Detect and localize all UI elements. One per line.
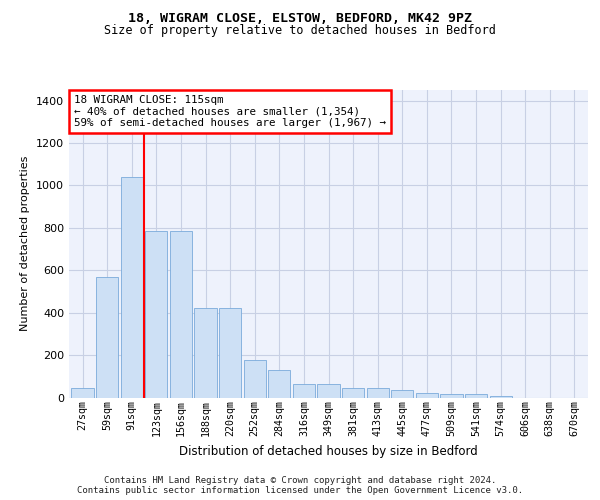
Bar bbox=[465, 394, 487, 398]
Y-axis label: Number of detached properties: Number of detached properties bbox=[20, 156, 31, 332]
Bar bbox=[416, 393, 438, 398]
Text: 18, WIGRAM CLOSE, ELSTOW, BEDFORD, MK42 9PZ: 18, WIGRAM CLOSE, ELSTOW, BEDFORD, MK42 … bbox=[128, 12, 472, 26]
Bar bbox=[145, 231, 167, 398]
Bar bbox=[391, 390, 413, 398]
Bar bbox=[96, 276, 118, 398]
Bar bbox=[121, 177, 143, 398]
X-axis label: Distribution of detached houses by size in Bedford: Distribution of detached houses by size … bbox=[179, 444, 478, 458]
Bar bbox=[194, 308, 217, 398]
Bar bbox=[71, 388, 94, 398]
Bar bbox=[367, 388, 389, 398]
Bar bbox=[342, 388, 364, 398]
Text: 18 WIGRAM CLOSE: 115sqm
← 40% of detached houses are smaller (1,354)
59% of semi: 18 WIGRAM CLOSE: 115sqm ← 40% of detache… bbox=[74, 94, 386, 128]
Text: Contains public sector information licensed under the Open Government Licence v3: Contains public sector information licen… bbox=[77, 486, 523, 495]
Bar bbox=[244, 360, 266, 398]
Bar bbox=[440, 394, 463, 398]
Text: Contains HM Land Registry data © Crown copyright and database right 2024.: Contains HM Land Registry data © Crown c… bbox=[104, 476, 496, 485]
Bar bbox=[317, 384, 340, 398]
Bar bbox=[219, 308, 241, 398]
Bar bbox=[490, 396, 512, 398]
Bar bbox=[293, 384, 315, 398]
Bar bbox=[268, 370, 290, 398]
Bar bbox=[170, 231, 192, 398]
Text: Size of property relative to detached houses in Bedford: Size of property relative to detached ho… bbox=[104, 24, 496, 37]
